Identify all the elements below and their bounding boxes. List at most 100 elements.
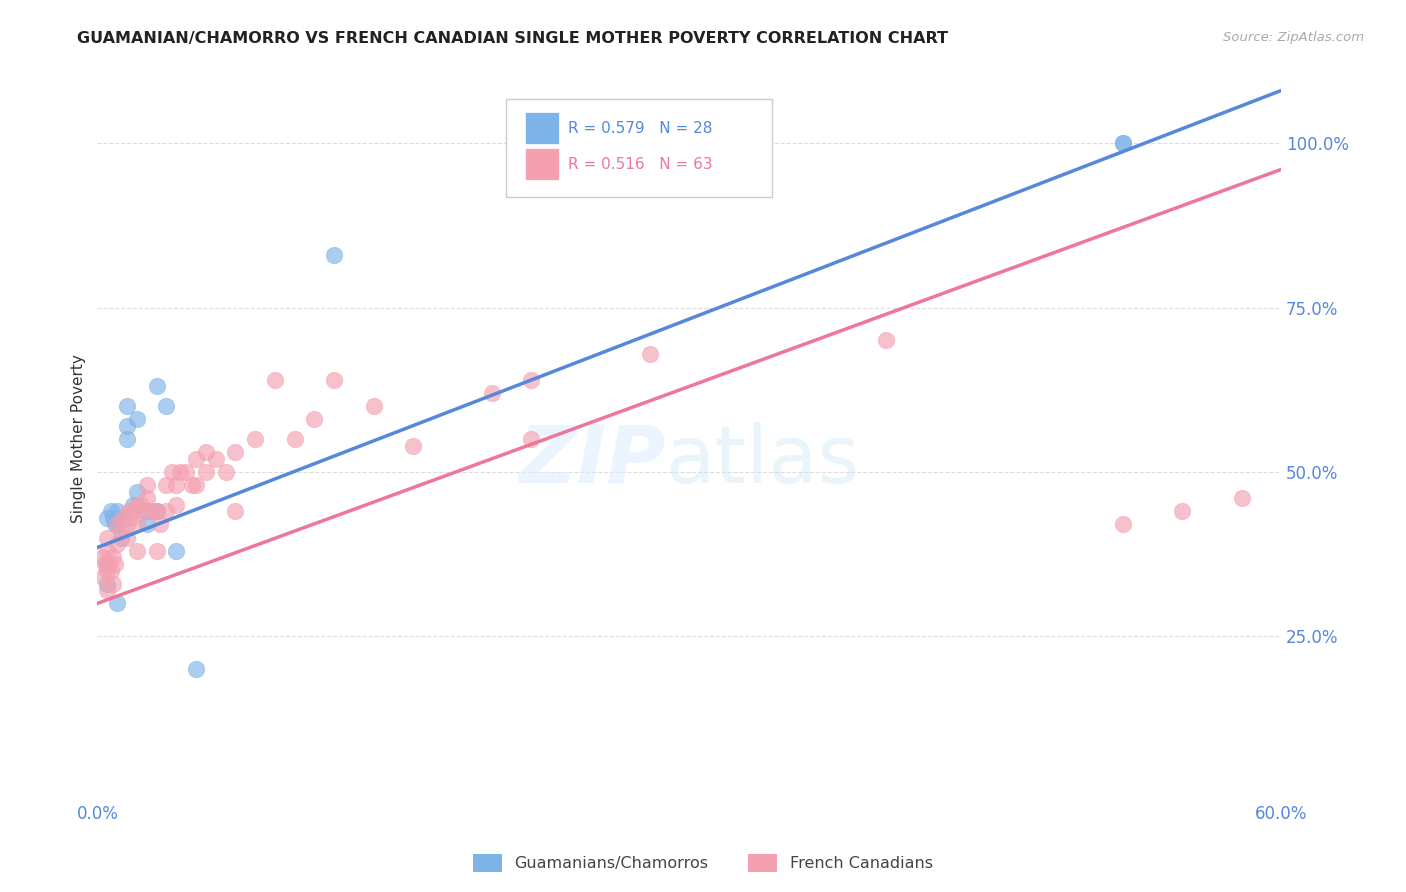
- Point: [184, 478, 207, 492]
- Point: [1112, 136, 1135, 151]
- Point: [110, 524, 132, 538]
- Point: [224, 504, 246, 518]
- Point: [115, 432, 138, 446]
- Legend: Guamanians/Chamorros, French Canadians: Guamanians/Chamorros, French Canadians: [465, 847, 941, 880]
- Point: [142, 504, 165, 518]
- Point: [323, 248, 346, 262]
- Point: [135, 478, 157, 492]
- Point: [481, 386, 503, 401]
- Point: [115, 399, 138, 413]
- Point: [111, 511, 134, 525]
- Point: [184, 451, 207, 466]
- Point: [520, 432, 543, 446]
- Point: [96, 557, 118, 571]
- FancyBboxPatch shape: [524, 148, 560, 180]
- Point: [155, 478, 177, 492]
- Point: [304, 412, 326, 426]
- Point: [105, 537, 128, 551]
- Point: [105, 596, 128, 610]
- Point: [96, 511, 118, 525]
- Point: [100, 504, 122, 518]
- Point: [155, 399, 177, 413]
- Point: [184, 662, 207, 676]
- Point: [264, 373, 287, 387]
- Point: [194, 445, 217, 459]
- Point: [402, 439, 425, 453]
- Point: [560, 136, 582, 151]
- Point: [94, 557, 117, 571]
- Point: [174, 465, 197, 479]
- Point: [125, 498, 148, 512]
- Point: [105, 504, 128, 518]
- Point: [363, 399, 385, 413]
- FancyBboxPatch shape: [524, 112, 560, 144]
- Point: [125, 484, 148, 499]
- Point: [100, 564, 122, 578]
- Point: [638, 346, 661, 360]
- Point: [155, 504, 177, 518]
- Point: [98, 557, 121, 571]
- Point: [104, 557, 127, 571]
- Point: [96, 564, 118, 578]
- Y-axis label: Single Mother Poverty: Single Mother Poverty: [72, 355, 86, 524]
- Point: [91, 570, 114, 584]
- Point: [165, 478, 187, 492]
- Point: [194, 465, 217, 479]
- Point: [129, 498, 152, 512]
- Point: [243, 432, 266, 446]
- Point: [125, 412, 148, 426]
- Point: [96, 531, 118, 545]
- Point: [169, 465, 191, 479]
- Text: Source: ZipAtlas.com: Source: ZipAtlas.com: [1223, 31, 1364, 45]
- Point: [165, 498, 187, 512]
- Point: [1171, 504, 1194, 518]
- Text: R = 0.516   N = 63: R = 0.516 N = 63: [568, 157, 713, 172]
- Point: [149, 517, 172, 532]
- Point: [96, 543, 118, 558]
- Point: [1112, 136, 1135, 151]
- Point: [181, 478, 204, 492]
- Point: [120, 511, 142, 525]
- FancyBboxPatch shape: [506, 99, 772, 197]
- Point: [145, 543, 167, 558]
- Point: [224, 445, 246, 459]
- Point: [91, 550, 114, 565]
- Text: atlas: atlas: [665, 422, 860, 500]
- Point: [121, 498, 143, 512]
- Point: [121, 504, 143, 518]
- Point: [204, 451, 226, 466]
- Point: [96, 583, 118, 598]
- Point: [1112, 517, 1135, 532]
- Point: [135, 504, 157, 518]
- Point: [145, 504, 167, 518]
- Point: [115, 531, 138, 545]
- Point: [115, 517, 138, 532]
- Point: [111, 511, 134, 525]
- Text: R = 0.579   N = 28: R = 0.579 N = 28: [568, 120, 713, 136]
- Point: [520, 373, 543, 387]
- Point: [323, 373, 346, 387]
- Point: [135, 491, 157, 506]
- Text: ZIP: ZIP: [517, 422, 665, 500]
- Point: [162, 465, 184, 479]
- Point: [110, 531, 132, 545]
- Point: [96, 576, 118, 591]
- Point: [284, 432, 307, 446]
- Point: [145, 504, 167, 518]
- Point: [105, 517, 128, 532]
- Point: [135, 517, 157, 532]
- Point: [101, 511, 124, 525]
- Point: [125, 543, 148, 558]
- Point: [875, 334, 897, 348]
- Point: [101, 550, 124, 565]
- Point: [118, 504, 141, 518]
- Point: [1230, 491, 1253, 506]
- Point: [101, 576, 124, 591]
- Point: [125, 517, 148, 532]
- Point: [105, 517, 128, 532]
- Point: [145, 379, 167, 393]
- Text: GUAMANIAN/CHAMORRO VS FRENCH CANADIAN SINGLE MOTHER POVERTY CORRELATION CHART: GUAMANIAN/CHAMORRO VS FRENCH CANADIAN SI…: [77, 31, 948, 46]
- Point: [134, 504, 156, 518]
- Point: [115, 418, 138, 433]
- Point: [104, 517, 127, 532]
